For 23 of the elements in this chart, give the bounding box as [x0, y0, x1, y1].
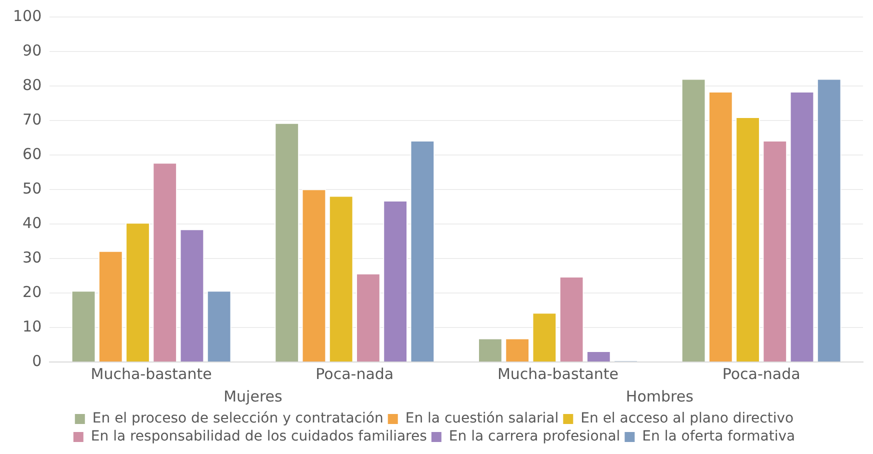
text: Mujeres — [224, 387, 283, 406]
y-tick-label: 80 — [22, 76, 42, 94]
legend-label: En la oferta formativa — [642, 428, 796, 445]
y-tick-label: 60 — [22, 144, 42, 163]
x-tick-label: Poca-nada — [722, 364, 800, 383]
x-tick-label: Mucha-bastante — [90, 364, 212, 383]
y-tick-label: 70 — [22, 110, 42, 128]
y-tick-label: 40 — [22, 214, 42, 232]
y-tick-label: 0 — [32, 352, 42, 370]
y-tick-label: 100 — [12, 6, 42, 25]
x-tick-label: Mucha-bastante — [497, 364, 618, 383]
text: Hombres — [626, 387, 694, 406]
y-tick-label: 30 — [22, 248, 42, 266]
legend-label: En la cuestión salarial — [405, 410, 559, 427]
y-tick-label: 90 — [22, 41, 42, 60]
y-tick-label: 20 — [22, 282, 42, 301]
y-tick-label: 10 — [22, 317, 42, 336]
legend-label: En el acceso al plano directivo — [580, 410, 794, 427]
y-tick-label: 50 — [22, 179, 42, 198]
legend-label: En el proceso de selección y contratación — [92, 410, 384, 427]
legend-label: En la carrera profesional — [448, 428, 620, 445]
x-tick-label: Poca-nada — [316, 364, 394, 383]
legend-label: En la responsabilidad de los cuidados familiares — [90, 428, 427, 445]
